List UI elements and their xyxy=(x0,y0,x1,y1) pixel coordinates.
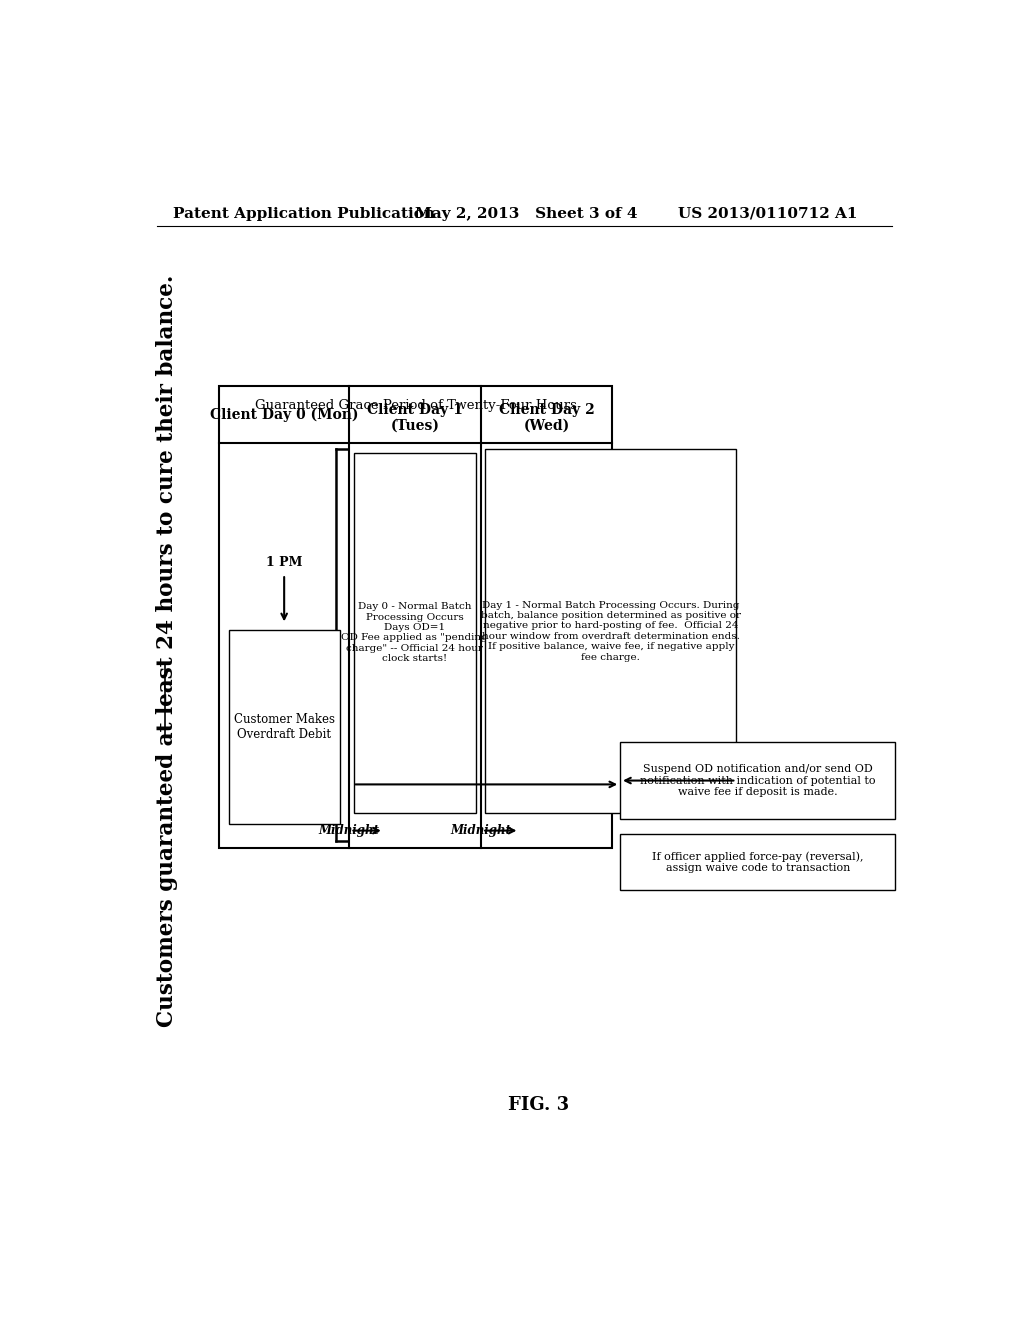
Bar xyxy=(485,449,736,813)
Text: (Wed): (Wed) xyxy=(523,418,569,433)
Text: 1 PM: 1 PM xyxy=(266,556,302,569)
Text: May 2, 2013   Sheet 3 of 4: May 2, 2013 Sheet 3 of 4 xyxy=(415,207,637,220)
Bar xyxy=(353,453,476,813)
Text: Client Day 0 (Mon): Client Day 0 (Mon) xyxy=(210,408,358,422)
Text: Client Day 2: Client Day 2 xyxy=(499,403,594,417)
Text: Midnight: Midnight xyxy=(318,824,379,837)
Text: FIG. 3: FIG. 3 xyxy=(508,1097,569,1114)
Text: Day 1 - Normal Batch Processing Occurs. During
batch, balance position determine: Day 1 - Normal Batch Processing Occurs. … xyxy=(481,601,740,661)
Text: (Tues): (Tues) xyxy=(390,418,439,433)
Text: If officer applied force-pay (reversal),
assign waive code to transaction: If officer applied force-pay (reversal),… xyxy=(652,851,863,874)
Text: Midnight: Midnight xyxy=(451,824,511,837)
Bar xyxy=(621,742,895,818)
Text: Patent Application Publication: Patent Application Publication xyxy=(173,207,435,220)
Text: US 2013/0110712 A1: US 2013/0110712 A1 xyxy=(678,207,858,220)
Text: Customer Makes
Overdraft Debit: Customer Makes Overdraft Debit xyxy=(233,713,335,742)
Bar xyxy=(219,385,612,847)
Bar xyxy=(228,631,340,825)
Text: Day 0 - Normal Batch
Processing Occurs
Days OD=1
OD Fee applied as "pending
char: Day 0 - Normal Batch Processing Occurs D… xyxy=(341,602,488,663)
Text: Client Day 1: Client Day 1 xyxy=(367,403,463,417)
Text: Guaranteed Grace Period of Twenty-Four Hours: Guaranteed Grace Period of Twenty-Four H… xyxy=(255,400,577,412)
Bar xyxy=(621,834,895,890)
Text: Suspend OD notification and/or send OD
notification with indication of potential: Suspend OD notification and/or send OD n… xyxy=(640,764,876,797)
Text: Customers guaranteed at least 24 hours to cure their balance.: Customers guaranteed at least 24 hours t… xyxy=(156,275,178,1027)
